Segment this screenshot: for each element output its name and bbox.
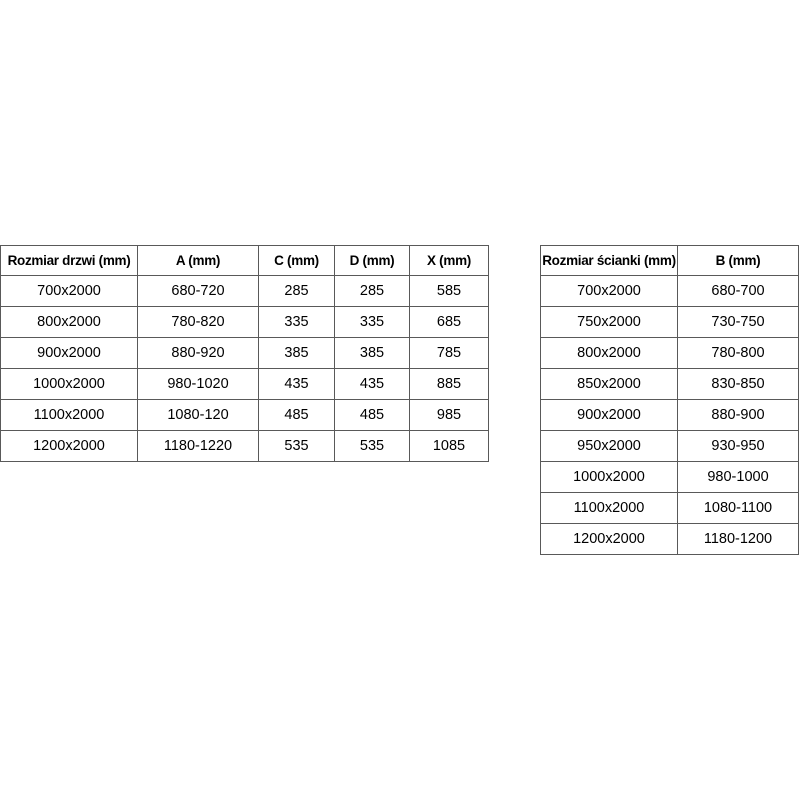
table-cell: 385 xyxy=(258,337,335,369)
table-cell: 700x2000 xyxy=(0,275,138,307)
table-cell: 1085 xyxy=(409,430,489,462)
door-table-body: 700x2000 680-720 285 285 585 800x2000 780-820 3… xyxy=(0,275,489,462)
table-cell: 535 xyxy=(258,430,335,462)
table-cell: 980-1020 xyxy=(137,368,259,400)
table-cell: 1000x2000 xyxy=(540,461,678,493)
table-row: 700x2000 680-720 285 285 585 xyxy=(0,275,489,307)
table-cell: 335 xyxy=(334,306,410,338)
table-cell: 900x2000 xyxy=(0,337,138,369)
table-cell: 685 xyxy=(409,306,489,338)
table-cell: 930-950 xyxy=(677,430,799,462)
column-header-rozmiar-scianki: Rozmiar ścianki (mm) xyxy=(540,245,678,276)
table-cell: 1200x2000 xyxy=(540,523,678,555)
table-row: 1200x2000 1180-1200 xyxy=(540,523,799,555)
table-cell: 880-920 xyxy=(137,337,259,369)
table-cell: 800x2000 xyxy=(0,306,138,338)
wall-table-body: 700x2000 680-700 750x2000 730-750 800x2000 78… xyxy=(540,275,799,555)
table-cell: 1180-1220 xyxy=(137,430,259,462)
column-header-a-mm: A (mm) xyxy=(137,245,259,276)
table-row: 900x2000 880-920 385 385 785 xyxy=(0,337,489,369)
column-header-x-mm: X (mm) xyxy=(409,245,489,276)
table-cell: 785 xyxy=(409,337,489,369)
table-cell: 535 xyxy=(334,430,410,462)
wall-sizes-table: Rozmiar ścianki (mm) B (mm) 700x2000 680-… xyxy=(540,245,799,555)
table-row: 1100x2000 1080-1100 xyxy=(540,492,799,524)
table-cell: 1000x2000 xyxy=(0,368,138,400)
table-cell: 435 xyxy=(334,368,410,400)
table-row: 1200x2000 1180-1220 535 535 1085 xyxy=(0,430,489,462)
table-row: 1000x2000 980-1020 435 435 885 xyxy=(0,368,489,400)
table-cell: 335 xyxy=(258,306,335,338)
door-table-header-row: Rozmiar drzwi (mm) A (mm) C (mm) D (mm) … xyxy=(0,245,489,276)
table-cell: 1200x2000 xyxy=(0,430,138,462)
table-cell: 485 xyxy=(334,399,410,431)
column-header-b-mm: B (mm) xyxy=(677,245,799,276)
table-cell: 980-1000 xyxy=(677,461,799,493)
table-cell: 585 xyxy=(409,275,489,307)
table-cell: 1100x2000 xyxy=(0,399,138,431)
table-cell: 435 xyxy=(258,368,335,400)
table-cell: 950x2000 xyxy=(540,430,678,462)
table-row: 800x2000 780-820 335 335 685 xyxy=(0,306,489,338)
column-header-d-mm: D (mm) xyxy=(334,245,410,276)
table-cell: 985 xyxy=(409,399,489,431)
table-cell: 830-850 xyxy=(677,368,799,400)
table-cell: 780-820 xyxy=(137,306,259,338)
table-cell: 780-800 xyxy=(677,337,799,369)
table-cell: 285 xyxy=(334,275,410,307)
table-cell: 800x2000 xyxy=(540,337,678,369)
wall-table-header-row: Rozmiar ścianki (mm) B (mm) xyxy=(540,245,799,276)
table-row: 1100x2000 1080-120 485 485 985 xyxy=(0,399,489,431)
table-cell: 880-900 xyxy=(677,399,799,431)
table-cell: 1100x2000 xyxy=(540,492,678,524)
column-header-c-mm: C (mm) xyxy=(258,245,335,276)
table-cell: 850x2000 xyxy=(540,368,678,400)
table-row: 700x2000 680-700 xyxy=(540,275,799,307)
table-cell: 900x2000 xyxy=(540,399,678,431)
table-row: 950x2000 930-950 xyxy=(540,430,799,462)
table-row: 1000x2000 980-1000 xyxy=(540,461,799,493)
table-cell: 680-720 xyxy=(137,275,259,307)
table-row: 900x2000 880-900 xyxy=(540,399,799,431)
table-cell: 700x2000 xyxy=(540,275,678,307)
table-cell: 680-700 xyxy=(677,275,799,307)
table-cell: 885 xyxy=(409,368,489,400)
table-cell: 285 xyxy=(258,275,335,307)
table-cell: 1180-1200 xyxy=(677,523,799,555)
door-sizes-table: Rozmiar drzwi (mm) A (mm) C (mm) D (mm) … xyxy=(0,245,489,462)
table-cell: 750x2000 xyxy=(540,306,678,338)
table-row: 800x2000 780-800 xyxy=(540,337,799,369)
table-cell: 485 xyxy=(258,399,335,431)
table-cell: 730-750 xyxy=(677,306,799,338)
table-cell: 1080-1100 xyxy=(677,492,799,524)
table-cell: 385 xyxy=(334,337,410,369)
table-row: 850x2000 830-850 xyxy=(540,368,799,400)
column-header-rozmiar-drzwi: Rozmiar drzwi (mm) xyxy=(0,245,138,276)
table-row: 750x2000 730-750 xyxy=(540,306,799,338)
table-cell: 1080-120 xyxy=(137,399,259,431)
